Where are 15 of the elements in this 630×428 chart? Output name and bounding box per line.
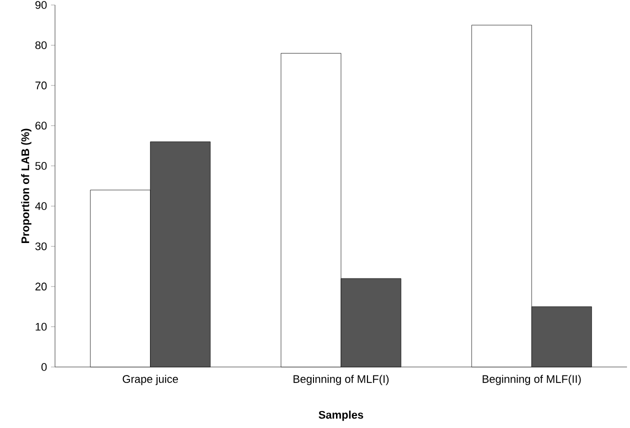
- y-tick-label: 0: [41, 363, 47, 371]
- x-tick-label: Beginning of MLF(II): [482, 374, 581, 386]
- y-tick-label: 70: [35, 82, 47, 90]
- y-tick-label: 90: [35, 1, 47, 9]
- y-tick-label: 40: [35, 202, 47, 210]
- y-tick-label: 30: [35, 242, 47, 250]
- y-tick-label: 60: [35, 122, 47, 130]
- x-axis-title: Samples: [318, 410, 364, 421]
- y-tick-label: 80: [35, 41, 47, 50]
- y-tick-label: 20: [35, 282, 47, 290]
- x-tick-label: Beginning of MLF(I): [294, 374, 389, 386]
- y-axis-title: Proportion of LAB (%): [21, 128, 32, 243]
- x-tick-label: Grape juice: [122, 374, 178, 386]
- y-tick-label: 50: [35, 162, 47, 170]
- y-tick-label: 10: [36, 322, 47, 331]
